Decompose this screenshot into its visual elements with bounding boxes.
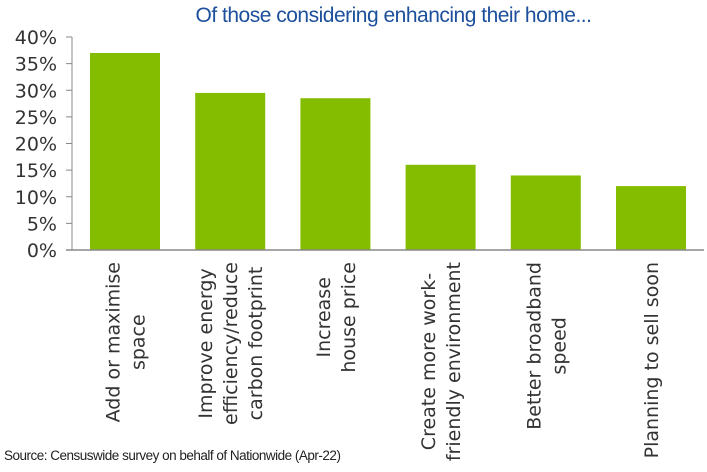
y-tick-label: 0% (27, 240, 57, 262)
bar (405, 164, 476, 250)
x-tick-label-line: Add or maximise (103, 262, 125, 422)
y-tick-label: 5% (27, 213, 57, 235)
y-tick-label: 40% (15, 27, 57, 49)
bar (195, 92, 266, 250)
y-tick-label: 25% (15, 107, 57, 129)
chart-title: Of those considering enhancing their hom… (195, 4, 592, 27)
x-tick-label-line: efficiency/reduce (220, 262, 242, 425)
x-tick-label-line: friendly environment (443, 262, 465, 461)
x-tick-label: Add or maximise space (103, 262, 150, 422)
x-tick-label-line: Better broadband (523, 262, 545, 430)
x-tick-label-line: Create more work- (418, 273, 440, 450)
x-tick-label-line: Planning to sell soon (641, 262, 663, 458)
y-axis: 0% 5% 10% 15% 20% 25% 30% 35% 40% (15, 27, 73, 262)
bar (616, 186, 686, 250)
x-tick-label: Better broadband speed (523, 262, 570, 430)
x-tick-label: Improve energy efficiency/reduce carbon fo… (195, 262, 267, 425)
x-tick-label: Planning to sell soon (641, 262, 663, 458)
x-tick-label-line: space (128, 314, 150, 370)
x-tick-label: Increase house price (313, 262, 360, 373)
x-tick-label-line: speed (548, 317, 570, 374)
bar (90, 52, 160, 250)
y-tick-label: 15% (15, 160, 57, 182)
y-tick-label: 10% (15, 187, 57, 209)
x-axis-labels: Add or maximise space Improve energy effici… (103, 262, 664, 461)
bars (90, 52, 686, 250)
y-tick-label: 30% (15, 80, 57, 102)
bar (510, 175, 581, 250)
bar (300, 98, 371, 250)
x-tick-label: Create more work-friendly environment (418, 262, 465, 461)
x-tick-label-line: house price (338, 262, 360, 373)
y-tick-label: 20% (15, 134, 57, 156)
x-tick-label-line: Improve energy (195, 268, 217, 418)
y-tick-label: 35% (15, 54, 57, 76)
x-tick-label-line: carbon footprint (245, 267, 267, 421)
source-note: Source: Censuswide survey on behalf of N… (4, 448, 341, 463)
x-tick-label-line: Increase (313, 277, 335, 357)
